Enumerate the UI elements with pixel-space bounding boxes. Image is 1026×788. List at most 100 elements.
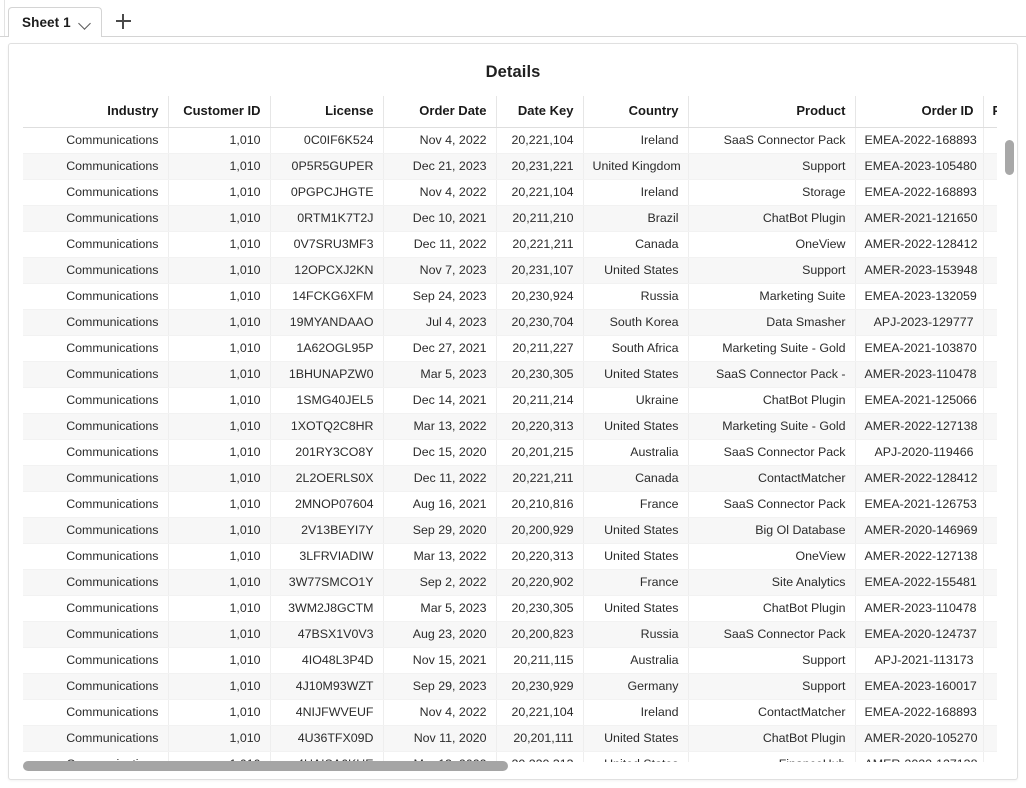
cell-partial[interactable] xyxy=(983,413,997,440)
cell-industry[interactable]: Communications xyxy=(23,413,169,440)
cell-customer-id[interactable]: 1,010 xyxy=(168,491,271,518)
column-header-product[interactable]: Product xyxy=(688,96,856,128)
cell-order-id[interactable]: EMEA-2023-160017 xyxy=(855,673,984,700)
cell-product[interactable]: ChatBot Plugin xyxy=(688,725,856,752)
cell-license[interactable]: 3LFRVIADIW xyxy=(270,543,384,570)
cell-date-key[interactable]: 20,220,902 xyxy=(496,569,584,596)
cell-partial[interactable] xyxy=(983,595,997,622)
cell-order-id[interactable]: AMER-2022-128412 xyxy=(855,231,984,258)
cell-customer-id[interactable]: 1,010 xyxy=(168,673,271,700)
column-header-customer-id[interactable]: Customer ID xyxy=(168,96,271,128)
cell-industry[interactable]: Communications xyxy=(23,725,169,752)
cell-order-date[interactable]: Aug 16, 2021 xyxy=(383,491,497,518)
cell-customer-id[interactable]: 1,010 xyxy=(168,647,271,674)
cell-customer-id[interactable]: 1,010 xyxy=(168,179,271,206)
cell-partial[interactable] xyxy=(983,465,997,492)
cell-customer-id[interactable]: 1,010 xyxy=(168,387,271,414)
cell-license[interactable]: 201RY3CO8Y xyxy=(270,439,384,466)
cell-industry[interactable]: Communications xyxy=(23,231,169,258)
table-row[interactable]: Communications 1,010 1A62OGL95P Dec 27, 202… xyxy=(23,335,997,362)
cell-order-id[interactable]: EMEA-2022-155481 xyxy=(855,569,984,596)
cell-order-id[interactable]: EMEA-2021-125066 xyxy=(855,387,984,414)
table-row[interactable]: Communications 1,010 0C0IF6K524 Nov 4, 2022… xyxy=(23,127,997,154)
cell-partial[interactable] xyxy=(983,673,997,700)
cell-industry[interactable]: Communications xyxy=(23,491,169,518)
cell-industry[interactable]: Communications xyxy=(23,361,169,388)
table-row[interactable]: Communications 1,010 4J10M93WZT Sep 29, 202… xyxy=(23,673,997,700)
table-row[interactable]: Communications 1,010 0V7SRU3MF3 Dec 11, 202… xyxy=(23,231,997,258)
cell-license[interactable]: 2V13BEYI7Y xyxy=(270,517,384,544)
cell-customer-id[interactable]: 1,010 xyxy=(168,283,271,310)
cell-license[interactable]: 4IO48L3P4D xyxy=(270,647,384,674)
cell-industry[interactable]: Communications xyxy=(23,153,169,180)
table-row[interactable]: Communications 1,010 2V13BEYI7Y Sep 29, 202… xyxy=(23,517,997,544)
cell-customer-id[interactable]: 1,010 xyxy=(168,231,271,258)
cell-order-date[interactable]: Sep 2, 2022 xyxy=(383,569,497,596)
cell-date-key[interactable]: 20,231,221 xyxy=(496,153,584,180)
table-row[interactable]: Communications 1,010 4NIJFWVEUF Nov 4, 2022… xyxy=(23,699,997,726)
cell-partial[interactable] xyxy=(983,647,997,674)
cell-date-key[interactable]: 20,211,210 xyxy=(496,205,584,232)
cell-order-date[interactable]: Dec 11, 2022 xyxy=(383,231,497,258)
cell-customer-id[interactable]: 1,010 xyxy=(168,465,271,492)
cell-order-id[interactable]: EMEA-2022-168893 xyxy=(855,127,984,154)
cell-customer-id[interactable]: 1,010 xyxy=(168,335,271,362)
cell-industry[interactable]: Communications xyxy=(23,205,169,232)
cell-partial[interactable] xyxy=(983,621,997,648)
cell-order-date[interactable]: Aug 23, 2020 xyxy=(383,621,497,648)
cell-order-date[interactable]: Mar 13, 2022 xyxy=(383,413,497,440)
table-row[interactable]: Communications 1,010 14FCKG6XFM Sep 24, 202… xyxy=(23,283,997,310)
cell-product[interactable]: OneView xyxy=(688,543,856,570)
cell-customer-id[interactable]: 1,010 xyxy=(168,569,271,596)
cell-order-id[interactable]: EMEA-2023-105480 xyxy=(855,153,984,180)
cell-country[interactable]: United States xyxy=(583,543,689,570)
cell-license[interactable]: 4U36TFX09D xyxy=(270,725,384,752)
column-header-partial[interactable]: P xyxy=(983,96,997,128)
cell-industry[interactable]: Communications xyxy=(23,699,169,726)
cell-industry[interactable]: Communications xyxy=(23,257,169,284)
cell-order-id[interactable]: AMER-2023-110478 xyxy=(855,595,984,622)
cell-product[interactable]: SaaS Connector Pack xyxy=(688,439,856,466)
cell-order-id[interactable]: EMEA-2022-168893 xyxy=(855,699,984,726)
column-header-order-id[interactable]: Order ID xyxy=(855,96,984,128)
cell-order-date[interactable]: Dec 27, 2021 xyxy=(383,335,497,362)
cell-order-date[interactable]: Mar 13, 2022 xyxy=(383,543,497,570)
cell-order-id[interactable]: AMER-2022-128412 xyxy=(855,465,984,492)
table-row[interactable]: Communications 1,010 1SMG40JEL5 Dec 14, 202… xyxy=(23,387,997,414)
column-header-country[interactable]: Country xyxy=(583,96,689,128)
cell-product[interactable]: Marketing Suite - Gold xyxy=(688,335,856,362)
cell-partial[interactable] xyxy=(983,699,997,726)
cell-industry[interactable]: Communications xyxy=(23,387,169,414)
table-row[interactable]: Communications 1,010 1BHUNAPZW0 Mar 5, 2023… xyxy=(23,361,997,388)
cell-country[interactable]: Ireland xyxy=(583,699,689,726)
cell-date-key[interactable]: 20,230,305 xyxy=(496,361,584,388)
cell-date-key[interactable]: 20,221,104 xyxy=(496,179,584,206)
table-row[interactable]: Communications 1,010 201RY3CO8Y Dec 15, 202… xyxy=(23,439,997,466)
cell-order-id[interactable]: AMER-2023-153948 xyxy=(855,257,984,284)
table-row[interactable]: Communications 1,010 3WM2J8GCTM Mar 5, 2023… xyxy=(23,595,997,622)
cell-industry[interactable]: Communications xyxy=(23,673,169,700)
cell-customer-id[interactable]: 1,010 xyxy=(168,595,271,622)
cell-industry[interactable]: Communications xyxy=(23,517,169,544)
cell-product[interactable]: SaaS Connector Pack xyxy=(688,127,856,154)
cell-date-key[interactable]: 20,201,111 xyxy=(496,725,584,752)
cell-country[interactable]: France xyxy=(583,569,689,596)
cell-product[interactable]: Support xyxy=(688,673,856,700)
cell-order-date[interactable]: Nov 11, 2020 xyxy=(383,725,497,752)
cell-partial[interactable] xyxy=(983,309,997,336)
cell-partial[interactable] xyxy=(983,127,997,154)
horizontal-scrollbar[interactable] xyxy=(23,761,997,771)
cell-country[interactable]: Ukraine xyxy=(583,387,689,414)
cell-order-date[interactable]: Dec 15, 2020 xyxy=(383,439,497,466)
cell-date-key[interactable]: 20,230,924 xyxy=(496,283,584,310)
cell-order-id[interactable]: APJ-2023-129777 xyxy=(855,309,984,336)
cell-customer-id[interactable]: 1,010 xyxy=(168,439,271,466)
cell-order-id[interactable]: APJ-2021-113173 xyxy=(855,647,984,674)
cell-partial[interactable] xyxy=(983,335,997,362)
cell-order-id[interactable]: AMER-2020-105270 xyxy=(855,725,984,752)
cell-date-key[interactable]: 20,221,211 xyxy=(496,231,584,258)
cell-date-key[interactable]: 20,221,211 xyxy=(496,465,584,492)
cell-country[interactable]: Australia xyxy=(583,647,689,674)
cell-order-date[interactable]: Dec 10, 2021 xyxy=(383,205,497,232)
cell-license[interactable]: 1BHUNAPZW0 xyxy=(270,361,384,388)
